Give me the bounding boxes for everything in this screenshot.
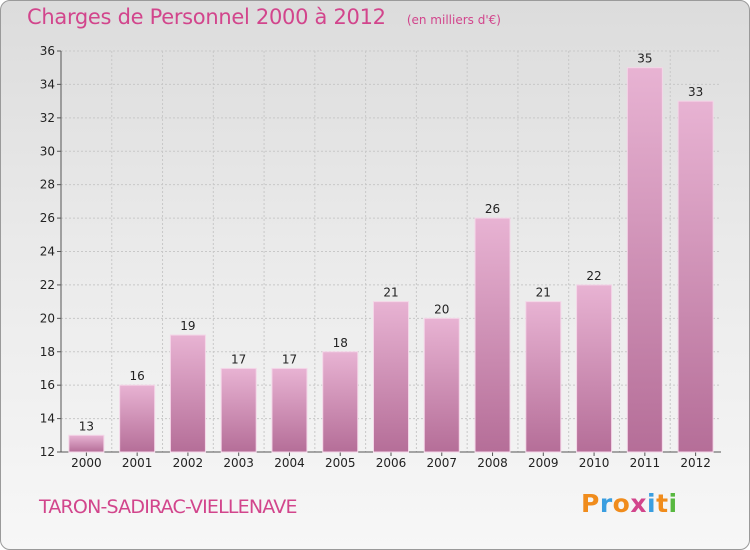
data-label: 26 <box>485 202 500 216</box>
data-label: 22 <box>586 269 601 283</box>
bar <box>576 284 613 453</box>
title-row: Charges de Personnel 2000 à 2012 (en mil… <box>27 5 501 29</box>
x-tick-label: 2008 <box>477 456 508 470</box>
bar <box>169 334 206 453</box>
y-tick-label: 12 <box>40 445 55 459</box>
x-tick-label: 2004 <box>274 456 305 470</box>
data-label: 21 <box>383 286 398 300</box>
data-label: 17 <box>231 352 246 366</box>
x-tick-label: 2006 <box>376 456 407 470</box>
logo-letter: i <box>668 489 678 518</box>
bar <box>220 367 257 453</box>
y-tick-label: 22 <box>40 278 55 292</box>
bar <box>677 100 714 453</box>
bar <box>423 317 460 453</box>
y-tick-label: 16 <box>40 378 55 392</box>
bar <box>525 301 562 453</box>
bar <box>119 384 156 453</box>
y-tick-label: 14 <box>40 412 55 426</box>
data-label: 33 <box>688 85 703 99</box>
y-tick-label: 26 <box>40 211 55 225</box>
y-tick-label: 30 <box>40 144 55 158</box>
x-tick-label: 2012 <box>680 456 711 470</box>
proxiti-logo[interactable]: Proxiti <box>581 489 678 518</box>
data-label: 13 <box>79 419 94 433</box>
data-label: 19 <box>180 319 195 333</box>
bar <box>626 67 663 453</box>
x-tick-label: 2005 <box>325 456 356 470</box>
logo-letter: P <box>581 489 600 518</box>
y-tick-label: 36 <box>40 44 55 58</box>
bars <box>68 67 714 453</box>
y-tick-label: 18 <box>40 345 55 359</box>
logo-letter: t <box>656 489 669 518</box>
logo-letter: x <box>630 489 647 518</box>
data-label: 35 <box>637 52 652 66</box>
y-tick-label: 28 <box>40 178 55 192</box>
bar <box>474 217 511 453</box>
logo-letter: r <box>599 489 613 518</box>
data-label: 16 <box>130 369 145 383</box>
x-tick-label: 2001 <box>122 456 153 470</box>
data-label: 20 <box>434 302 449 316</box>
bar <box>68 434 105 453</box>
y-tick-label: 34 <box>40 77 55 91</box>
x-tick-label: 2007 <box>426 456 457 470</box>
logo-letter: i <box>647 489 657 518</box>
bar <box>373 301 409 453</box>
data-label: 18 <box>333 336 348 350</box>
logo-letter: o <box>612 489 631 518</box>
x-tick-label: 2003 <box>223 456 254 470</box>
y-tick-label: 32 <box>40 111 55 125</box>
bar <box>271 367 308 453</box>
x-tick-label: 2002 <box>173 456 204 470</box>
y-tick-label: 20 <box>40 311 55 325</box>
data-label: 21 <box>536 286 551 300</box>
data-label: 17 <box>282 352 297 366</box>
chart-subtitle: (en milliers d'€) <box>406 13 501 27</box>
x-tick-label: 2000 <box>71 456 102 470</box>
x-tick-label: 2009 <box>528 456 559 470</box>
commune-name: TARON-SADIRAC-VIELLENAVE <box>39 496 297 518</box>
axes: 12 14 16 18 20 22 24 26 28 30 32 34 36 2000 2001 2002 20… <box>40 44 721 470</box>
chart-title: Charges de Personnel 2000 à 2012 <box>27 5 386 29</box>
x-tick-label: 2010 <box>579 456 610 470</box>
bar <box>322 351 359 453</box>
x-tick-label: 2011 <box>630 456 661 470</box>
data-labels: 13 16 19 17 17 18 21 20 26 21 22 35 33 <box>79 52 704 434</box>
y-tick-label: 24 <box>40 245 55 259</box>
